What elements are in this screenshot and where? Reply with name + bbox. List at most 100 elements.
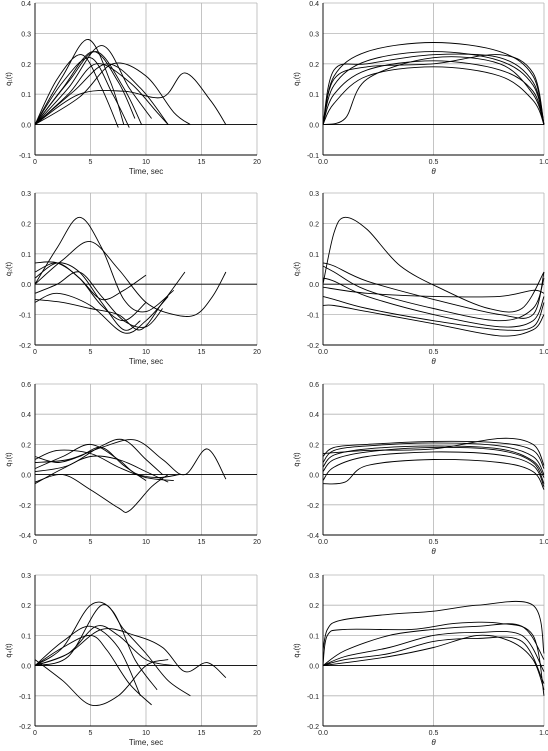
- y-tick-label: -0.4: [307, 533, 319, 540]
- x-axis-label: θ: [431, 167, 436, 176]
- y-tick-label: -0.2: [307, 724, 319, 731]
- y-tick-label: 0.3: [309, 191, 319, 198]
- x-tick-label: 10: [142, 730, 150, 737]
- y-tick-label: 0.6: [21, 382, 31, 389]
- series-line-8: [34, 262, 141, 331]
- y-tick-label: 0.4: [21, 412, 31, 419]
- series-line-1: [322, 42, 545, 125]
- y-axis-label: q̇₄(t): [292, 643, 301, 658]
- x-tick-label: 0.5: [429, 349, 439, 356]
- series-line-4: [34, 271, 163, 328]
- x-tick-label: 5: [89, 539, 93, 546]
- series-line-7: [322, 286, 545, 298]
- series-line-1: [34, 601, 158, 691]
- chart-panel-4: -0.2 -0.1 0.0 0.1 0.2 0.3 0.0 0.5 1.0 θ q̇₂(t): [292, 191, 548, 366]
- y-tick-label: 0.2: [309, 603, 319, 610]
- series-line-7: [34, 604, 191, 697]
- y-tick-label: -0.2: [307, 343, 319, 350]
- x-axis-label: θ: [431, 357, 436, 366]
- y-tick-label: -0.1: [307, 694, 319, 701]
- y-tick-label: 0.3: [309, 573, 319, 580]
- y-tick-label: 0.0: [309, 664, 319, 671]
- y-tick-label: -0.2: [19, 724, 31, 731]
- series-line-2: [34, 241, 227, 317]
- x-tick-label: 15: [198, 730, 206, 737]
- series-line-3: [322, 60, 545, 125]
- series-line-7: [34, 446, 147, 481]
- x-tick-label: 0.5: [429, 539, 439, 546]
- y-tick-label: 0.0: [21, 664, 31, 671]
- y-tick-label: 0.2: [309, 442, 319, 449]
- series-line-1: [322, 216, 545, 313]
- x-tick-label: 0: [33, 730, 37, 737]
- x-tick-label: 20: [253, 159, 261, 166]
- series-line-2: [34, 625, 141, 696]
- series-line-4: [322, 636, 545, 684]
- y-tick-label: 0.0: [309, 473, 319, 480]
- x-tick-label: 1.0: [539, 349, 548, 356]
- x-tick-label: 0: [33, 349, 37, 356]
- x-tick-label: 15: [198, 159, 206, 166]
- chart-panel-7: -0.2 -0.1 0.0 0.1 0.2 0.3 0 5 10 15 20 Time, sec q̇₄…: [4, 573, 261, 747]
- x-tick-label: 1.0: [539, 730, 548, 737]
- x-tick-label: 0.5: [429, 159, 439, 166]
- series-line-4: [322, 295, 545, 331]
- series-line-4: [322, 66, 545, 125]
- y-tick-label: 0.0: [309, 123, 319, 130]
- series-line-3: [322, 451, 545, 487]
- series-line-3: [34, 439, 227, 480]
- y-tick-label: 0.0: [309, 282, 319, 289]
- y-tick-label: 0.2: [21, 221, 31, 228]
- x-tick-label: 5: [89, 730, 93, 737]
- series-line-5: [34, 63, 169, 125]
- y-tick-label: 0.2: [21, 603, 31, 610]
- x-axis-label: θ: [431, 547, 436, 556]
- series-line-5: [322, 56, 545, 126]
- x-tick-label: 0.0: [318, 349, 328, 356]
- y-tick-label: -0.1: [19, 694, 31, 701]
- x-tick-label: 0.0: [318, 159, 328, 166]
- series-line-6: [322, 634, 545, 690]
- series-line-6: [322, 304, 545, 337]
- y-axis-label: q̇₂(t): [292, 261, 301, 276]
- x-tick-label: 15: [198, 539, 206, 546]
- y-tick-label: 0.4: [309, 412, 319, 419]
- series-line-3: [322, 631, 545, 672]
- y-tick-label: -0.4: [19, 533, 31, 540]
- x-tick-label: 0.5: [429, 730, 439, 737]
- series-line-9: [34, 63, 169, 125]
- series-line-4: [34, 45, 152, 125]
- series-line-5: [322, 262, 545, 319]
- series-line-7: [34, 292, 169, 334]
- y-tick-label: 0.0: [21, 473, 31, 480]
- x-tick-label: 10: [142, 159, 150, 166]
- y-tick-label: 0.1: [21, 633, 31, 640]
- y-tick-label: 0.3: [21, 191, 31, 198]
- y-axis-label: q̇₂(t): [4, 261, 13, 276]
- y-tick-label: 0.3: [309, 31, 319, 38]
- x-tick-label: 0: [33, 539, 37, 546]
- y-axis-label: q̇₄(t): [4, 643, 13, 658]
- chart-panel-5: -0.4 -0.2 0.0 0.2 0.4 0.6 0 5 10 15 20 q̇₃(t): [4, 382, 261, 546]
- series-line-3: [322, 277, 545, 328]
- series-line-2: [322, 51, 545, 125]
- y-tick-label: 0.0: [21, 123, 31, 130]
- y-tick-label: 0.1: [309, 92, 319, 99]
- x-tick-label: 10: [142, 349, 150, 356]
- series-line-6: [322, 458, 545, 490]
- series-line-1: [34, 54, 119, 128]
- series-line-6: [34, 438, 163, 475]
- series-line-7: [34, 62, 191, 125]
- x-tick-label: 1.0: [539, 159, 548, 166]
- y-tick-label: 0.1: [309, 252, 319, 259]
- y-tick-label: 0.0: [21, 282, 31, 289]
- x-axis-label: θ: [431, 738, 436, 747]
- y-tick-label: -0.1: [307, 313, 319, 320]
- series-line-3: [34, 659, 169, 706]
- series-line-5: [322, 445, 545, 478]
- series-line-10: [34, 57, 130, 128]
- y-tick-label: 0.1: [309, 633, 319, 640]
- y-tick-label: -0.1: [19, 313, 31, 320]
- y-tick-label: 0.2: [21, 442, 31, 449]
